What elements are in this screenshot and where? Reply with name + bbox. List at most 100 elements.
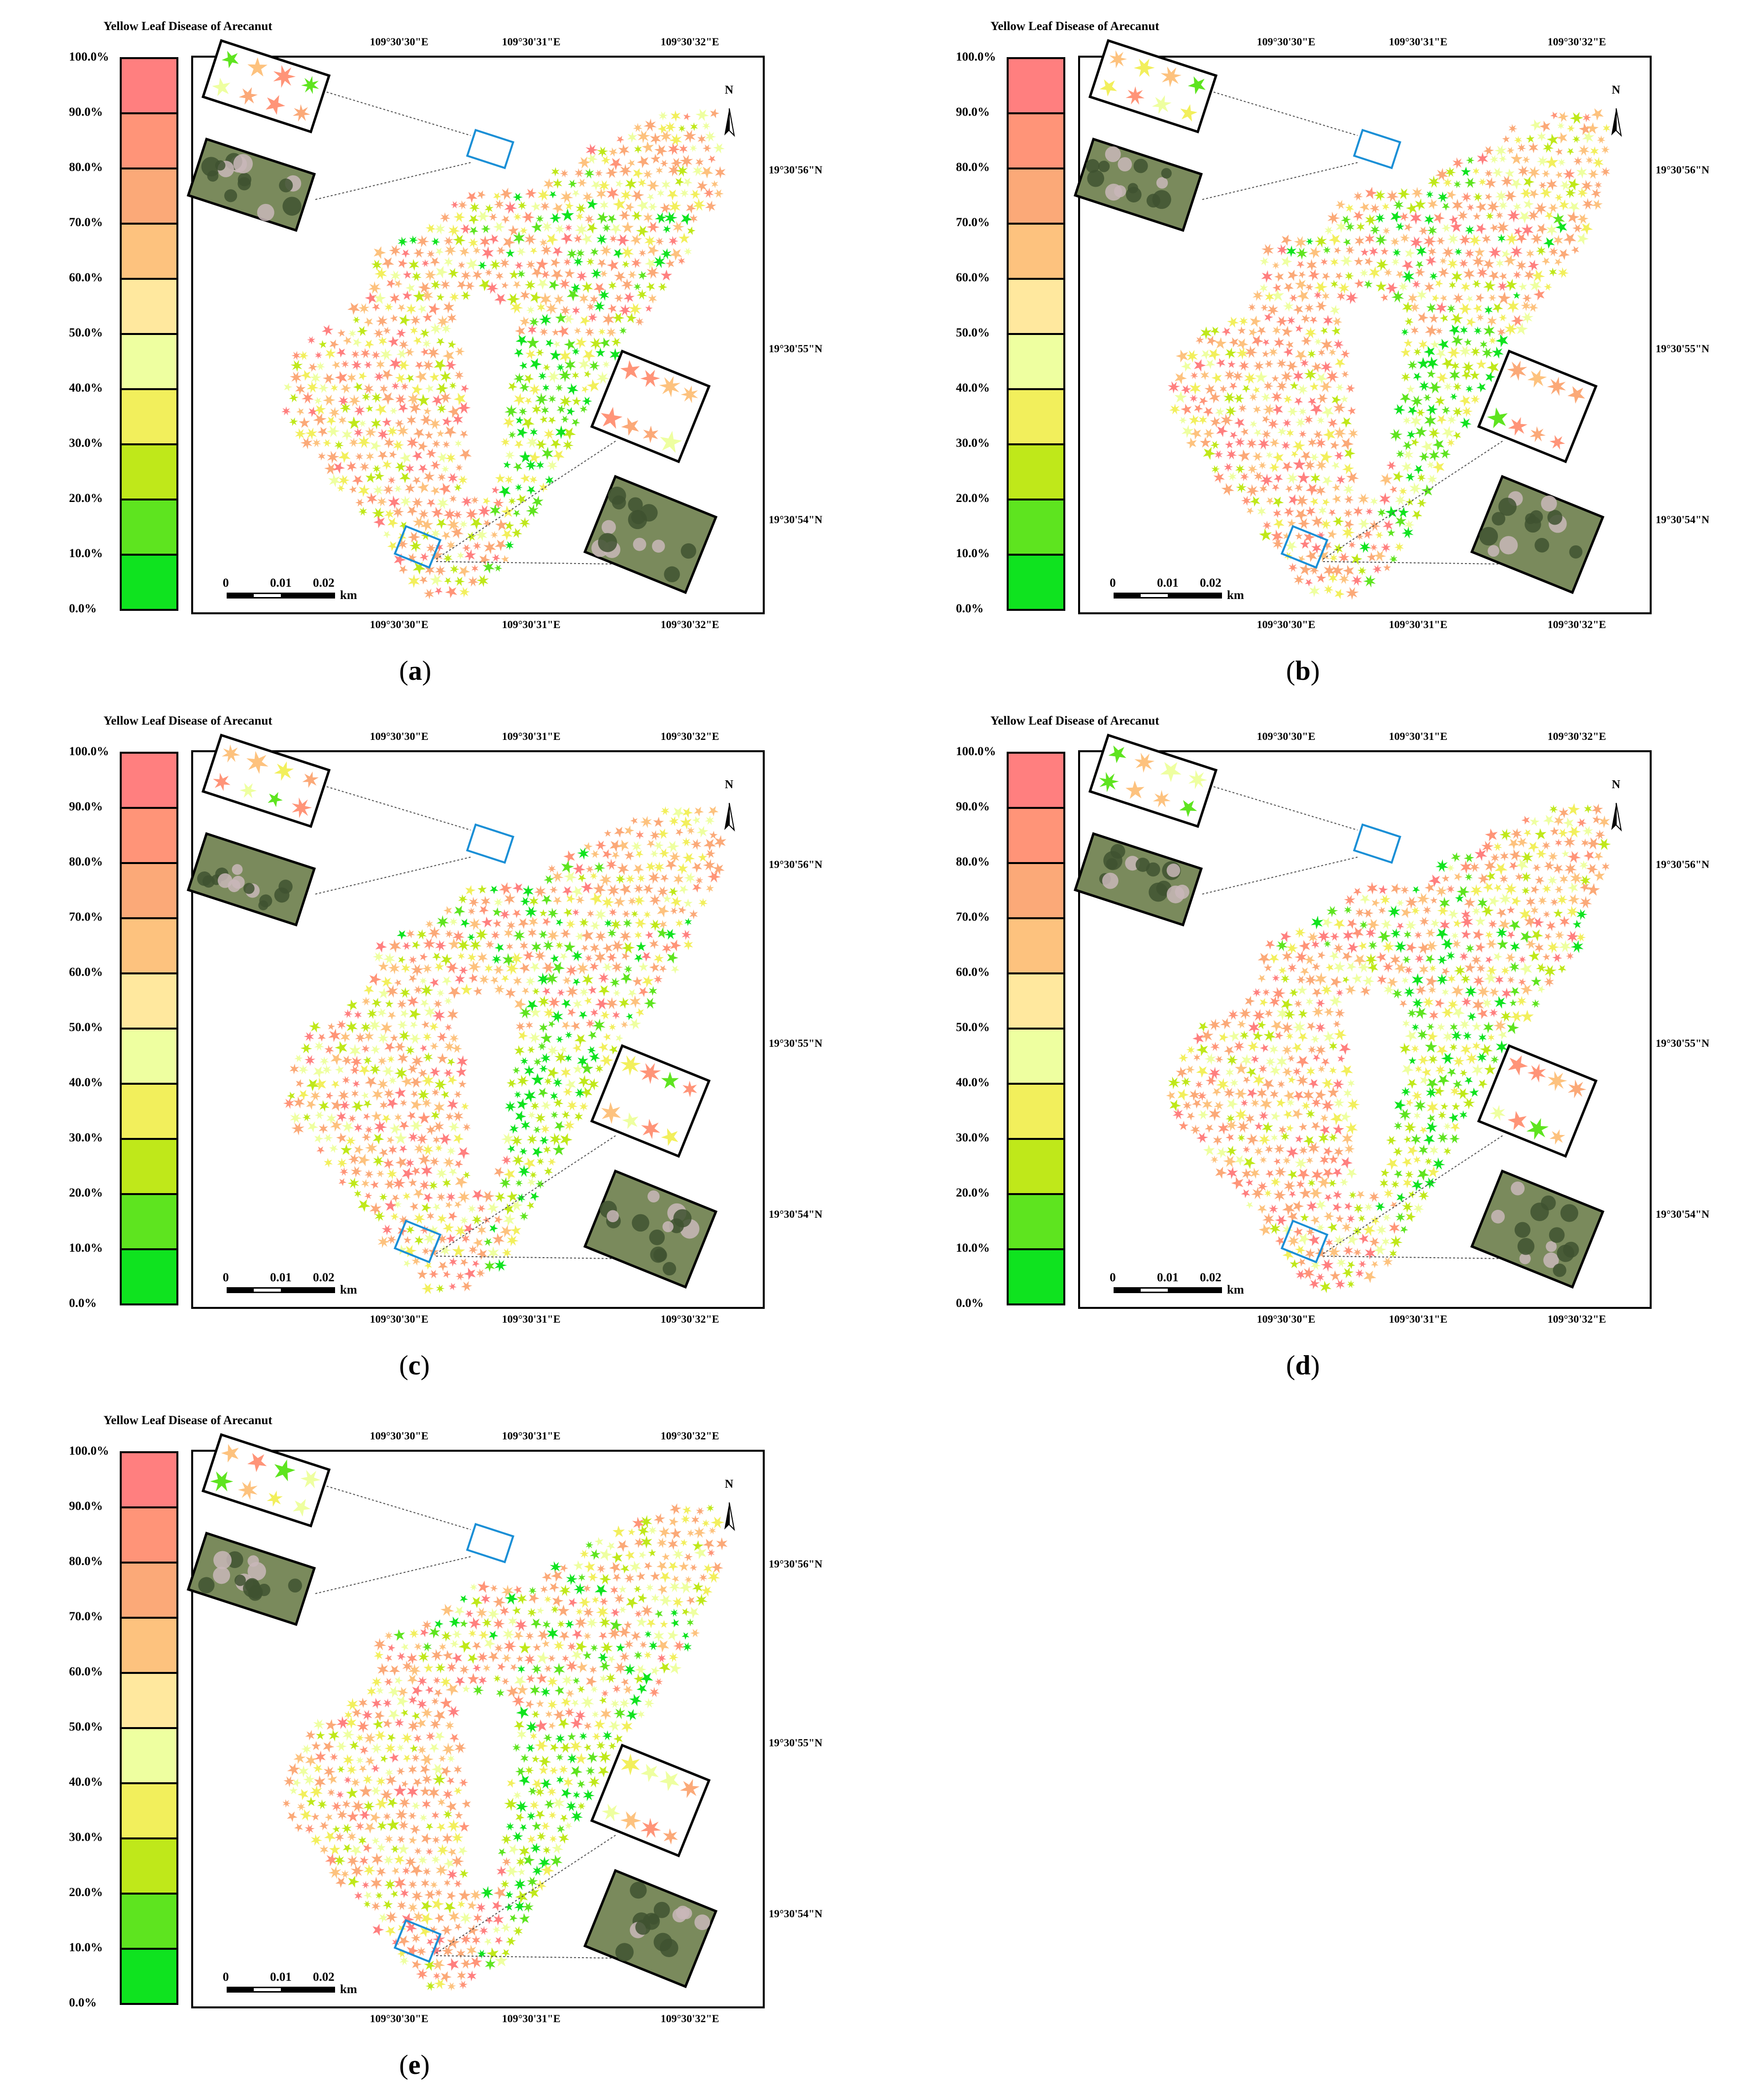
tree-crown (623, 1663, 636, 1676)
tree-crown (430, 486, 440, 496)
tree-crown (313, 397, 322, 405)
tree-crown (1211, 372, 1222, 384)
tree-crown (409, 1744, 418, 1753)
tree-crown (413, 985, 423, 995)
tree-crown (337, 1766, 345, 1773)
tree-crown (1203, 406, 1214, 417)
tree-crown (623, 1620, 632, 1629)
tree-crown (1384, 1188, 1394, 1199)
tree-crown (1432, 1157, 1445, 1170)
tree-crown (1374, 190, 1386, 201)
tree-crown (1315, 459, 1327, 471)
tree-crown (643, 169, 653, 180)
tree-crown (1281, 1044, 1292, 1056)
tree-crown (504, 1639, 517, 1653)
tree-crown (454, 1923, 462, 1931)
tree-crown (678, 125, 686, 133)
tree-crown (678, 1581, 693, 1594)
tree-crown (481, 225, 491, 233)
tree-crown (475, 1607, 488, 1619)
tree-crown (1371, 898, 1380, 907)
tree-crown (645, 282, 655, 292)
tree-crown (589, 962, 599, 972)
tree-crown (581, 929, 594, 942)
tree-crown (1440, 448, 1451, 459)
tree-crown (1543, 861, 1555, 871)
lat-label-0: 19°30'56"N (769, 858, 823, 870)
tree-crown (1262, 1078, 1275, 1091)
tree-crown (314, 1111, 324, 1120)
tree-crown (1293, 999, 1302, 1008)
tree-crown (1197, 1110, 1209, 1120)
tree-crown (467, 1653, 478, 1664)
tree-crown (657, 189, 665, 198)
tree-crown (607, 884, 620, 898)
tree-crown (1462, 1031, 1472, 1041)
tree-crown (648, 1549, 656, 1557)
tree-crown (322, 395, 336, 406)
tree-crown (1416, 245, 1427, 257)
tree-crown (1459, 395, 1471, 407)
tree-crown (636, 225, 649, 237)
tree-crown (501, 1653, 512, 1663)
tree-crown (1314, 337, 1322, 346)
tree-crown (1396, 922, 1404, 931)
tree-crown (1238, 449, 1251, 462)
legend-tick-10: 0.0% (69, 1996, 97, 2009)
tree-crown (393, 439, 404, 451)
tree-layer (282, 1503, 728, 1991)
tree-crown (1264, 1144, 1273, 1154)
tree-crown (425, 1685, 434, 1695)
tree-crown (591, 1710, 600, 1719)
tree-crown (653, 861, 665, 873)
tree-crown (372, 465, 381, 473)
tree-crown (653, 1630, 664, 1642)
tree-crown (1576, 818, 1587, 828)
tree-crown (1294, 1157, 1308, 1170)
tree-crown (413, 1212, 425, 1224)
tree-crown (328, 406, 340, 418)
tree-crown (1357, 493, 1370, 505)
tree-crown (1273, 474, 1283, 483)
tree-crown (1424, 214, 1434, 225)
tree-crown (561, 1110, 571, 1120)
tree-crown (1427, 247, 1437, 257)
tree-crown (576, 270, 588, 282)
tree-crown (383, 1855, 394, 1866)
tree-crown (1341, 370, 1349, 378)
tree-crown (1429, 1145, 1439, 1156)
tree-crown (1243, 1145, 1251, 1154)
tree-crown (1572, 224, 1583, 233)
tree-crown (379, 1193, 388, 1202)
tree-crown (548, 1811, 557, 1820)
tree-crown (634, 1537, 645, 1548)
legend-tick-8: 20.0% (69, 492, 103, 505)
map-area (186, 39, 735, 600)
tree-layer (1167, 108, 1610, 600)
tree-crown (555, 425, 567, 439)
tree-crown (540, 201, 550, 211)
tree-crown (1273, 1158, 1281, 1166)
tree-crown (1385, 505, 1398, 519)
tree-crown (1273, 518, 1285, 530)
tree-crown (515, 1812, 525, 1822)
tree-crown (425, 223, 436, 233)
tree-crown (550, 954, 559, 963)
tree-crown (1286, 1032, 1294, 1040)
tree-crown (432, 439, 441, 449)
tree-crown (1425, 940, 1438, 953)
tree-crown (1550, 827, 1559, 836)
tree-crown (612, 1684, 621, 1694)
tree-crown (295, 383, 306, 395)
tree-crown (573, 1583, 586, 1595)
tree-crown (1302, 1089, 1314, 1102)
tree-crown (1586, 837, 1600, 850)
tree-crown (665, 121, 677, 133)
tree-crown (1444, 382, 1453, 392)
tree-crown (695, 157, 704, 167)
tree-crown (1447, 1067, 1457, 1077)
tree-crown (1368, 266, 1381, 279)
tree-crown (607, 929, 617, 938)
tree-crown (446, 1776, 455, 1785)
tree-crown (422, 1144, 434, 1156)
